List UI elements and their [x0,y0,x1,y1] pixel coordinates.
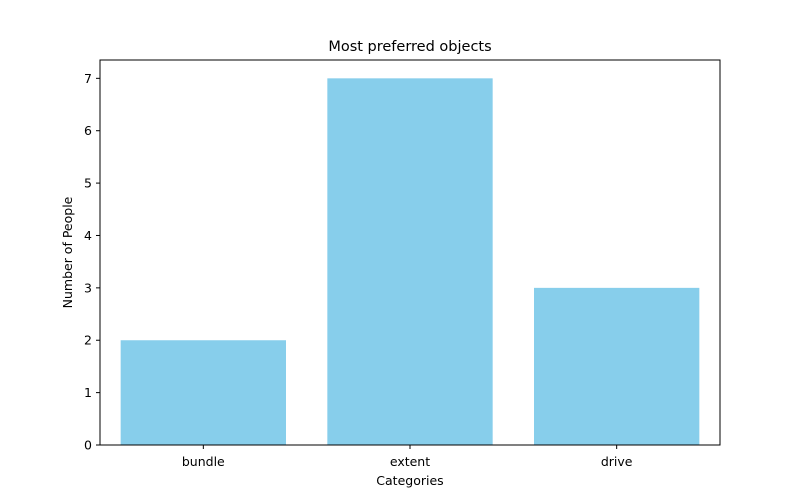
y-tick-label: 5 [84,176,92,191]
y-tick-label: 1 [84,385,92,400]
y-axis-ticks: 0 1 2 3 4 5 6 7 [84,71,100,453]
y-tick-label: 7 [84,71,92,86]
y-tick-label: 2 [84,333,92,348]
y-tick-label: 3 [84,280,92,295]
bars-group [120,78,700,445]
y-tick-label: 4 [84,228,92,243]
bar-extent [327,78,493,445]
plot-area [99,59,721,446]
x-tick-label: bundle [182,454,225,469]
x-tick-label: drive [601,454,633,469]
x-axis-label: Categories [376,473,443,488]
bar-drive [534,287,700,445]
y-tick-label: 6 [84,123,92,138]
x-axis-ticks: bundle extent drive [182,445,633,469]
y-axis-label: Number of People [60,196,75,308]
chart-title: Most preferred objects [328,39,491,55]
x-tick-label: extent [390,454,430,469]
y-tick-label: 0 [84,438,92,453]
bar-bundle [120,340,287,445]
